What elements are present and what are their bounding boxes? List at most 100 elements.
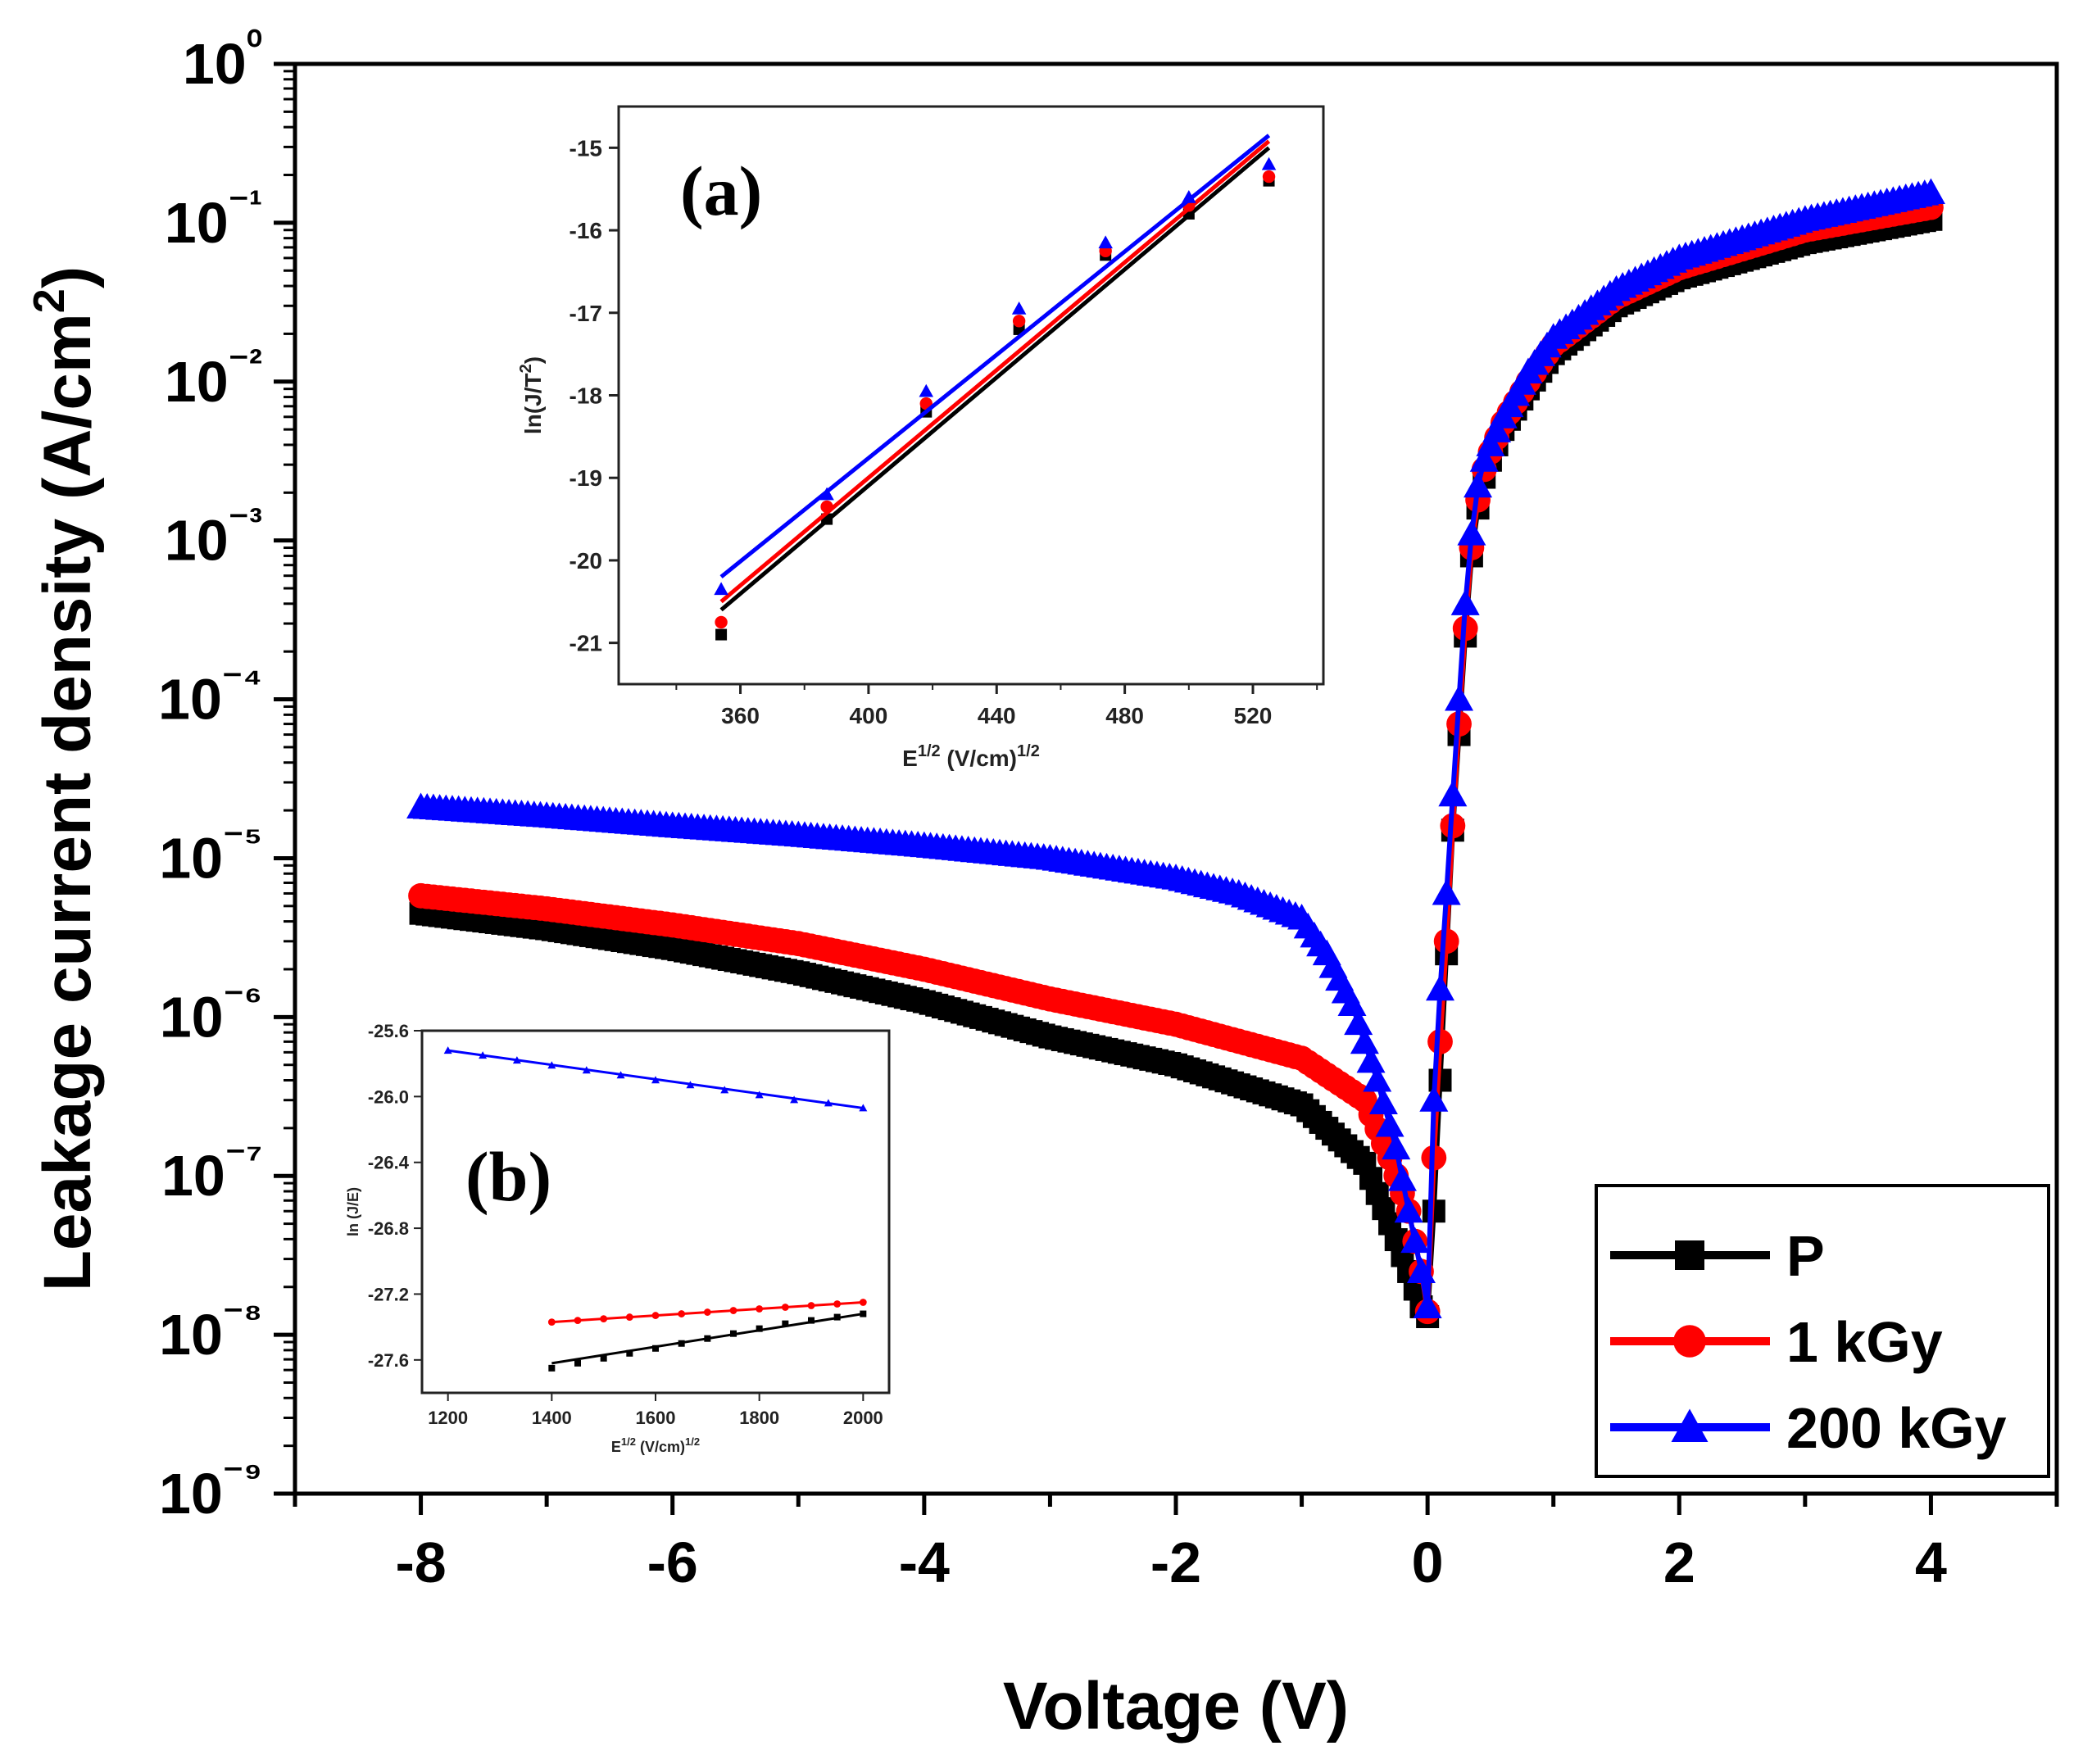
data-point [652,1345,659,1352]
data-point [1350,1027,1379,1054]
data-point [1337,990,1367,1016]
data-point [859,1104,868,1112]
data-point [686,1081,695,1089]
data-point [755,1091,764,1099]
main-chart-axes: -8 -6 -4 -2 0 2 410⁻⁹10⁻⁸10⁻⁷10⁻⁶10⁻⁵10⁻⁴10⁻³1… [25,25,2059,1744]
inset-a-y-tick-label: -20 [570,548,602,574]
inset-a-x-tick-label: 520 [1234,703,1273,728]
inset-a-y-tick-label: -21 [570,631,602,656]
legend-label: P [1786,1224,1825,1288]
inset-b-y-tick-label: -26.4 [368,1153,410,1173]
data-point [651,1076,660,1084]
data-point [782,1320,789,1327]
data-point [756,1305,764,1313]
legend-item-1-kgy: 1 kGy [1610,1310,1943,1374]
inset-b-panel: 1200 1400 1600 1800 2000 -25.6 -26.0 -26.4 -26.8… [345,1021,891,1455]
inset-b-x-tick-label: 1600 [636,1408,676,1428]
main-chart-frame [293,61,2059,1496]
inset-b-panel-tag: (b) [465,1137,551,1216]
data-point [1445,685,1474,711]
inset-a-y-axis-label: ln(J/T2) [517,356,546,434]
data-point [1438,780,1468,807]
data-point [1394,1196,1423,1223]
legend-marker [1671,1408,1709,1442]
inset-b-series-200-kgy [443,1046,868,1112]
data-point [1012,315,1026,328]
legend-marker [1675,1240,1704,1270]
y-tick-label: 10⁻⁸ [159,1295,262,1367]
data-point [1426,974,1454,1001]
data-point [582,1066,591,1074]
y-tick-label: 10⁰ [183,25,262,96]
y-tick-label: 10⁻² [165,342,262,414]
x-tick-label: -6 [647,1530,698,1594]
inset-b-y-tick-label: -25.6 [368,1021,409,1041]
data-point [548,1364,556,1372]
inset-a-x-tick-label: 480 [1105,703,1144,728]
y-tick-label: 10⁻⁶ [160,977,262,1049]
inset-b-x-tick-label: 1400 [532,1408,572,1428]
legend: P 1 kGy 200 kGy [1595,1184,2050,1478]
inset-b-x-tick-label: 2000 [843,1408,883,1428]
inset-a-x-tick-label: 360 [721,703,760,728]
data-point [833,1313,841,1321]
inset-b-y-axis-label: ln (J/E) [345,1187,361,1236]
inset-a-x-axis-label: E1/2 (V/cm)1/2 [902,742,1040,771]
data-point [703,1308,711,1316]
data-point [1432,878,1461,905]
data-point [720,1086,729,1094]
y-tick-label: 10⁻⁵ [159,819,262,890]
data-point [819,487,834,501]
x-tick-label: 0 [1412,1530,1444,1594]
data-point [1182,190,1196,203]
inset-b-y-tick-label: -27.2 [368,1284,409,1304]
legend-marker [1673,1325,1706,1358]
y-tick-label: 10⁻⁴ [158,660,262,732]
data-point [479,1051,488,1059]
data-point [1382,1133,1411,1160]
data-point [1387,1165,1417,1191]
data-point [1261,156,1277,170]
data-point [1375,1111,1404,1137]
inset-b-x-tick-label: 1800 [739,1408,779,1428]
data-point [625,1313,633,1321]
inset-a-panel-tag: (a) [680,152,762,230]
data-point [547,1061,556,1069]
data-point [1400,1227,1430,1254]
series-200-kgy [406,178,1945,1318]
data-point [678,1310,686,1317]
fit-line [719,139,1271,604]
data-point [807,1302,815,1309]
data-point [1916,178,1945,204]
data-point [443,1046,452,1054]
data-point [574,1317,582,1324]
data-point [1450,589,1480,615]
fit-line [719,146,1271,612]
legend-label: 200 kGy [1786,1396,2007,1460]
data-point [574,1359,581,1367]
data-point [833,1300,842,1308]
data-point [1457,519,1486,546]
y-tick-label: 10⁻⁹ [159,1454,262,1526]
main-chart-series [406,178,1945,1329]
data-point [859,1299,867,1306]
x-tick-label: -2 [1150,1530,1201,1594]
data-point [1406,1257,1436,1283]
inset-a-panel: 360 400 440 480 520 -15 -16 -17 -18 -19 -20 -21 E1/2… [517,105,1325,771]
data-point [781,1304,789,1311]
inset-b-series-1-kgy [547,1299,867,1326]
inset-a-y-tick-label: -18 [570,383,602,409]
y-tick-label: 10⁻³ [165,501,262,573]
x-axis-label: Voltage (V) [1003,1669,1349,1744]
data-point [1433,928,1459,955]
inset-b-y-tick-label: -26.0 [368,1086,409,1107]
data-point [600,1354,607,1362]
data-point [1098,235,1113,249]
inset-a-y-tick-label: -19 [570,465,602,491]
data-point [1419,1086,1449,1112]
data-point [1427,1028,1453,1054]
data-point [729,1307,737,1314]
data-point [1363,1065,1392,1092]
inset-a-x-tick-label: 440 [978,703,1016,728]
